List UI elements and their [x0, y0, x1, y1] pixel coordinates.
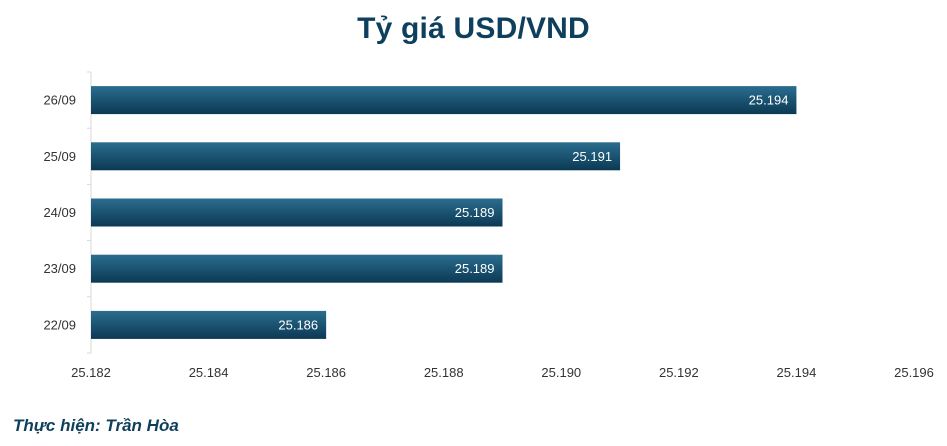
bar: [91, 86, 797, 115]
x-tick-label: 25.194: [777, 365, 817, 380]
bar: [91, 142, 621, 171]
x-tick-label: 25.184: [189, 365, 229, 380]
label-layer: 26/09 25.194 25/09 25.191 24/09 25.189 23/09 25…: [43, 93, 788, 333]
chart-title: Tỷ giá USD/VND: [357, 12, 590, 45]
bar: [91, 198, 503, 227]
bar-layer: [91, 86, 797, 339]
data-label: 25.189: [455, 261, 495, 276]
data-label: 25.194: [749, 93, 789, 108]
x-tick-label: 25.196: [894, 365, 934, 380]
category-label: 25/09: [43, 149, 76, 164]
axis-layer: 25.182 25.184 25.186 25.188 25.190 25.192 25.1…: [71, 71, 934, 380]
data-label: 25.186: [278, 317, 318, 332]
category-label: 22/09: [43, 317, 76, 332]
category-label: 26/09: [43, 93, 76, 108]
category-label: 23/09: [43, 261, 76, 276]
credit-text: Thực hiện: Trần Hòa: [13, 416, 179, 435]
x-tick-label: 25.182: [71, 365, 111, 380]
data-label: 25.189: [455, 205, 495, 220]
data-label: 25.191: [572, 149, 612, 164]
category-label: 24/09: [43, 205, 76, 220]
bar: [91, 254, 503, 283]
x-tick-label: 25.192: [659, 365, 699, 380]
x-tick-label: 25.190: [541, 365, 581, 380]
bar: [91, 310, 327, 339]
x-tick-label: 25.188: [424, 365, 464, 380]
x-tick-label: 25.186: [306, 365, 346, 380]
